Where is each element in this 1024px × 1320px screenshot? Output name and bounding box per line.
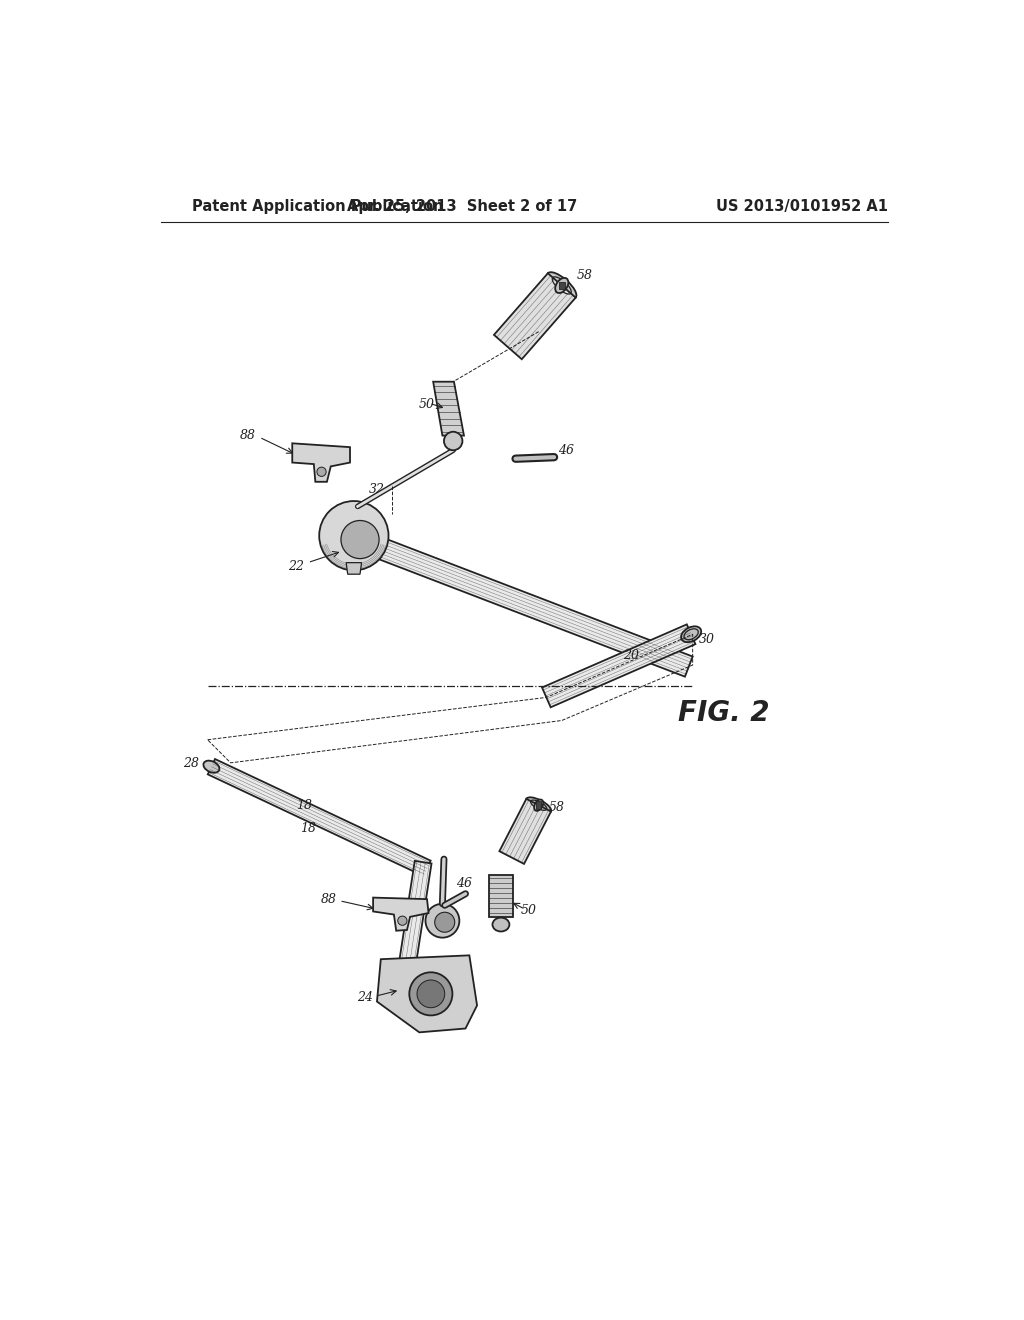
Text: FIG. 2: FIG. 2 [678, 698, 769, 727]
Ellipse shape [526, 797, 551, 813]
Polygon shape [354, 529, 692, 677]
Text: 58: 58 [577, 269, 593, 282]
Text: 58: 58 [549, 801, 565, 814]
Polygon shape [373, 898, 429, 931]
Polygon shape [377, 956, 477, 1032]
Polygon shape [559, 281, 565, 289]
Text: 88: 88 [322, 892, 337, 906]
Polygon shape [537, 801, 541, 809]
Circle shape [410, 973, 453, 1015]
Text: 32: 32 [369, 483, 385, 496]
Text: 46: 46 [456, 878, 472, 890]
Circle shape [397, 916, 407, 925]
Text: US 2013/0101952 A1: US 2013/0101952 A1 [716, 198, 888, 214]
Text: 24: 24 [357, 991, 374, 1005]
Ellipse shape [493, 917, 509, 932]
Polygon shape [292, 444, 350, 482]
Circle shape [425, 904, 460, 937]
Ellipse shape [555, 277, 568, 293]
Polygon shape [494, 273, 575, 359]
Text: 18: 18 [296, 799, 312, 812]
Ellipse shape [204, 760, 219, 772]
Circle shape [316, 467, 326, 477]
Polygon shape [488, 874, 513, 917]
Text: 26: 26 [439, 917, 456, 931]
Polygon shape [346, 562, 361, 574]
Text: 50: 50 [520, 904, 537, 917]
Polygon shape [500, 799, 551, 863]
Text: 46: 46 [558, 445, 574, 458]
Text: Apr. 25, 2013  Sheet 2 of 17: Apr. 25, 2013 Sheet 2 of 17 [346, 198, 577, 214]
Circle shape [444, 432, 463, 450]
Text: 88: 88 [240, 429, 256, 442]
Text: 18: 18 [300, 822, 315, 834]
Polygon shape [433, 381, 464, 436]
Circle shape [417, 979, 444, 1007]
Text: Patent Application Publication: Patent Application Publication [193, 198, 443, 214]
Ellipse shape [535, 800, 543, 810]
Text: 22: 22 [288, 560, 304, 573]
Circle shape [341, 520, 379, 558]
Text: 50: 50 [419, 399, 435, 412]
Text: 30: 30 [698, 634, 715, 647]
Circle shape [435, 912, 455, 932]
Polygon shape [399, 861, 431, 962]
Polygon shape [542, 624, 695, 708]
Polygon shape [208, 759, 431, 876]
Circle shape [319, 502, 388, 570]
Ellipse shape [681, 626, 701, 643]
Text: 28: 28 [182, 758, 199, 770]
Ellipse shape [547, 272, 577, 298]
Text: 20: 20 [623, 648, 639, 661]
